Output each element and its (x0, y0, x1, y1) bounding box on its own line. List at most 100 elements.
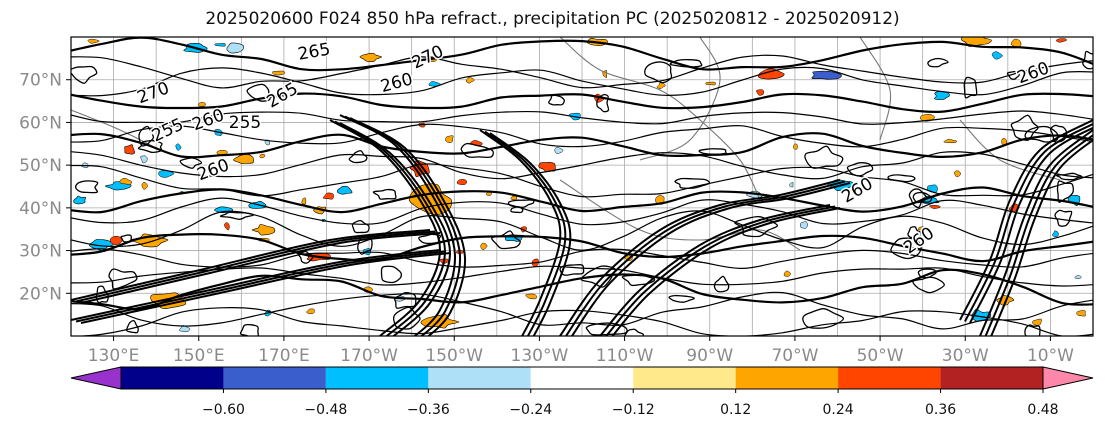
refractivity-contour-band (71, 229, 431, 301)
latitude-tick-label: 50°N (19, 156, 62, 176)
refractivity-contour-band (349, 117, 467, 336)
precipitation-speck (141, 182, 148, 190)
refractivity-contour-band (984, 133, 1093, 336)
precipitation-speck (991, 51, 1003, 60)
refractivity-contour-band (71, 249, 441, 321)
colorbar-extend-high (1042, 366, 1094, 390)
refractivity-contour-loop (804, 145, 844, 169)
refractivity-contour-loop (580, 265, 616, 288)
refractivity-contour-loop (802, 308, 845, 329)
refractivity-contour-loop (698, 148, 727, 156)
longitude-tick-label: 150°W (425, 346, 483, 366)
longitude-axis: 130°E 150°E 170°E 170°W 150°W 130°W 110°W 90°W 7… (88, 336, 1074, 366)
refractivity-contour-loop (71, 65, 98, 84)
refractivity-contour-band (599, 204, 831, 336)
precipitation-speck (197, 102, 206, 107)
refractivity-contour-band (479, 129, 562, 336)
latitude-tick-label: 30°N (19, 242, 62, 262)
refractivity-contour-loop (1082, 50, 1093, 70)
refractivity-contour-band (979, 129, 1093, 336)
refractivity-contour-loop (1056, 180, 1074, 203)
refractivity-contour-band (80, 252, 451, 324)
refractivity-contour-band (75, 230, 436, 303)
refractivity-contour-loop (927, 57, 949, 68)
precipitation-speck (272, 70, 286, 76)
colorbar-tick-label: −0.24 (509, 402, 552, 418)
refractivity-contour (71, 110, 1093, 125)
refractivity-contour-band (611, 207, 841, 336)
refractivity-contour-loop (644, 61, 673, 84)
precipitation-speck (954, 170, 961, 178)
precipitation-patch (73, 195, 87, 205)
chart-title: 2025020600 F024 850 hPa refract., precip… (205, 9, 900, 29)
refractivity-contour-loop (137, 140, 163, 154)
longitude-tick-label: 170°W (340, 346, 398, 366)
longitude-tick-label: 110°W (596, 346, 654, 366)
precipitation-patch (337, 185, 353, 195)
refractivity-contour-loop (1055, 172, 1083, 181)
refractivity-contour-loop (1024, 324, 1041, 336)
refractivity-contour-loop (246, 83, 271, 102)
longitude-tick-label: 90°W (686, 346, 733, 366)
refractivity-contours (71, 37, 1093, 336)
refractivity-contour-band (339, 122, 452, 336)
refractivity-contour-loop (392, 306, 421, 330)
refractivity-contour-loop (120, 234, 132, 243)
longitude-tick-label: 50°W (857, 346, 904, 366)
precipitation-speck (179, 325, 191, 333)
refractivity-contour-loop (138, 125, 155, 147)
refractivity-contour (71, 233, 1093, 263)
coastline (559, 179, 801, 251)
refractivity-contour-band (329, 119, 442, 336)
precipitation-speck (1074, 275, 1082, 279)
refractivity-contour-band (339, 114, 457, 336)
refractivity-contour-loop (624, 328, 644, 336)
precipitation-patch (233, 154, 255, 165)
refractivity-contour-loop (1050, 124, 1068, 143)
refractivity-contour-loop (1010, 114, 1039, 141)
longitude-tick-label: 130°E (88, 346, 140, 366)
precipitation-speck (792, 143, 798, 150)
refractivity-contour (71, 66, 1093, 97)
refractivity-contour-loop (734, 215, 779, 238)
refractivity-contour-loop (548, 94, 565, 106)
colorbar-tick-label: −0.48 (304, 402, 347, 418)
colorbar-segment (530, 367, 634, 389)
precipitation-speck (705, 81, 716, 86)
precipitation-speck (943, 139, 958, 144)
refractivity-contour-band (559, 179, 841, 336)
latitude-axis: 70°N 60°N 50°N 40°N 30°N 20°N (19, 71, 71, 304)
coastline (959, 119, 1061, 181)
refractivity-contour-loop (596, 93, 610, 113)
refractivity-contour-band (489, 132, 572, 336)
refractivity-contour-band (604, 205, 836, 336)
precipitation-speck (87, 38, 100, 44)
refractivity-contour-band (969, 126, 1093, 324)
precipitation-speck (789, 182, 794, 188)
longitude-tick-label: 10°W (1027, 346, 1074, 366)
precipitation-speck (800, 221, 808, 229)
coastline (559, 37, 761, 201)
precipitation-patch (420, 314, 460, 329)
colorbar-tick-label: 0.12 (720, 402, 751, 418)
precipitation-speck (301, 197, 307, 205)
refractivity-contour-loop (348, 150, 368, 164)
refractivity-contour-loop (908, 188, 928, 209)
refractivity-contour-loop (1006, 70, 1020, 80)
precipitation-speck (214, 43, 226, 47)
precipitation-speck (1032, 318, 1042, 326)
refractivity-contour-loop (887, 174, 916, 183)
refractivity-contour-band (484, 130, 567, 336)
precipitation-speck (554, 147, 564, 154)
precipitation-speck (1076, 310, 1086, 317)
refractivity-contour-band (564, 180, 846, 336)
refractivity-contour-loop (74, 180, 99, 194)
refractivity-contour (71, 197, 1093, 226)
precipitation-speck (929, 205, 941, 209)
refractivity-contour-band (80, 232, 441, 304)
refractivity-contour-band (990, 138, 1093, 336)
precipitation-speck (756, 89, 765, 96)
precipitation-speck (656, 82, 666, 89)
precipitation-speck (465, 77, 475, 84)
colorbar-segment (428, 367, 531, 389)
